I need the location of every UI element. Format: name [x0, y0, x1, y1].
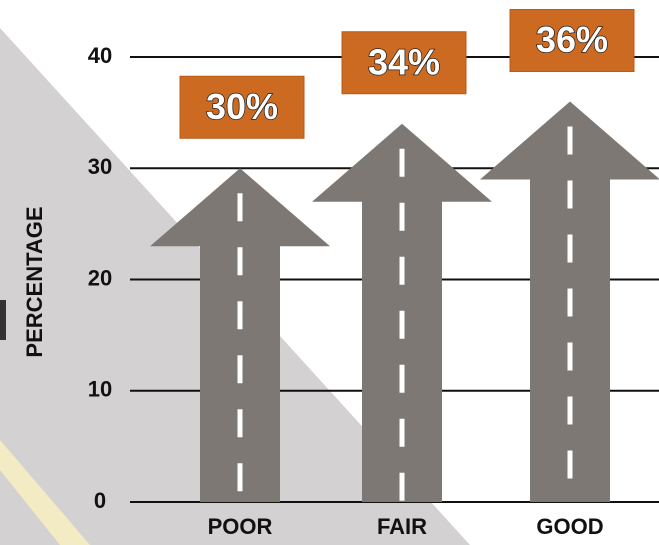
- value-label: 36%: [536, 19, 608, 60]
- y-tick-label: 40: [88, 43, 112, 68]
- y-tick-label: 30: [88, 154, 112, 179]
- y-tick-label: 10: [88, 377, 112, 402]
- edge-mark: [0, 300, 6, 340]
- y-tick-label: 0: [94, 488, 106, 513]
- value-label: 30%: [206, 86, 278, 127]
- x-tick-label: GOOD: [536, 514, 603, 539]
- y-tick-label: 20: [88, 265, 112, 290]
- x-tick-label: FAIR: [377, 514, 427, 539]
- chart: PERCENTAGE 0 10 20 30 40 30% POOR 34% FAIR 36% GOO…: [0, 0, 659, 545]
- x-tick-label: POOR: [208, 514, 273, 539]
- value-label: 34%: [368, 41, 440, 82]
- y-axis-label: PERCENTAGE: [22, 206, 47, 357]
